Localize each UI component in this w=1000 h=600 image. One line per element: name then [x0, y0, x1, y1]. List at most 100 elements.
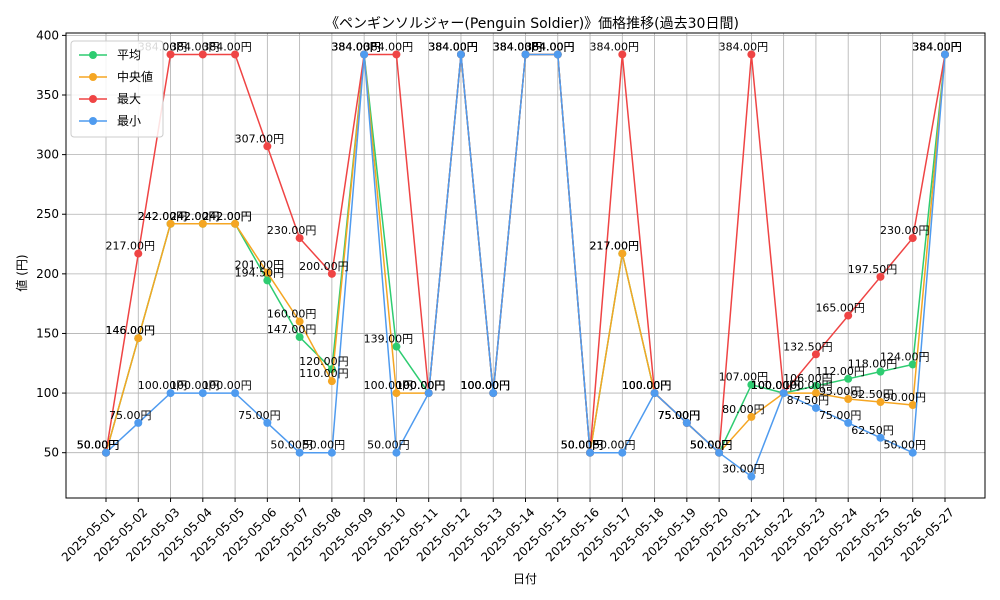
series-point-4 — [102, 448, 110, 457]
legend-swatch-marker — [89, 73, 97, 81]
series-point-4 — [456, 50, 465, 59]
y-tick-label: 150 — [36, 326, 59, 340]
series-point-4 — [263, 418, 272, 427]
data-label: 194.50円 — [235, 266, 285, 279]
data-label: 62.50円 — [851, 424, 894, 437]
data-label: 307.00円 — [235, 132, 285, 145]
data-label: 384.00円 — [525, 40, 575, 53]
series-point-1 — [876, 367, 885, 376]
series-point-1 — [263, 276, 272, 285]
series-point-4 — [941, 50, 949, 59]
legend-swatch-marker — [89, 117, 97, 125]
legend-label: 最小 — [117, 114, 141, 128]
label-layer: 50.00円146.00円242.00円242.00円242.00円194.50… — [77, 40, 962, 475]
series-point-4 — [715, 448, 724, 457]
series-point-1 — [908, 360, 917, 369]
series-point-2 — [876, 398, 885, 407]
data-label: 147.00円 — [267, 323, 317, 336]
data-label: 90.00円 — [883, 391, 926, 404]
series-point-4 — [231, 389, 240, 398]
data-label: 100.00円 — [460, 379, 510, 392]
x-axis-label: 日付 — [513, 572, 537, 586]
data-label: 100.00円 — [138, 379, 188, 392]
data-label: 100.00円 — [751, 379, 801, 392]
data-label: 160.00円 — [267, 308, 317, 321]
data-label: 80.00円 — [722, 403, 765, 416]
series-point-2 — [231, 219, 240, 228]
data-label: 50.00円 — [690, 439, 733, 452]
series-point-4 — [392, 448, 401, 457]
data-label: 217.00円 — [590, 240, 640, 253]
legend-swatch-marker — [89, 95, 97, 103]
data-label: 100.00円 — [460, 379, 510, 392]
data-label: 384.00円 — [493, 40, 543, 53]
series-point-4 — [327, 448, 336, 457]
series-point-2 — [747, 412, 756, 421]
series-point-2 — [618, 249, 627, 258]
data-label: 242.00円 — [170, 210, 220, 223]
data-label: 384.00円 — [331, 40, 381, 53]
data-label: 100.00円 — [751, 379, 801, 392]
data-label: 146.00円 — [106, 324, 156, 337]
series-point-1 — [392, 342, 401, 351]
data-label: 217.00円 — [590, 240, 640, 253]
data-label: 384.00円 — [428, 40, 478, 53]
data-label: 100.00円 — [396, 379, 446, 392]
data-label: 100.00円 — [396, 379, 446, 392]
data-label: 100.00円 — [783, 379, 833, 392]
data-label: 100.00円 — [622, 379, 672, 392]
y-tick-label: 50 — [44, 446, 59, 460]
legend-label: 中央値 — [117, 69, 153, 84]
data-label: 242.00円 — [170, 210, 220, 223]
data-label: 75.00円 — [109, 409, 152, 422]
series-point-4 — [360, 50, 369, 59]
series-point-3 — [908, 234, 917, 243]
data-label: 384.00円 — [428, 40, 478, 53]
data-label: 384.00円 — [525, 40, 575, 53]
series-point-4 — [811, 403, 820, 412]
series-point-1 — [295, 333, 304, 342]
series-point-3 — [811, 350, 820, 359]
data-label: 75.00円 — [658, 409, 701, 422]
data-label: 242.00円 — [202, 210, 252, 223]
data-label: 50.00円 — [561, 439, 604, 452]
series-point-4 — [489, 389, 498, 398]
series-point-4 — [198, 389, 207, 398]
data-label: 384.00円 — [331, 40, 381, 53]
data-label: 50.00円 — [77, 439, 120, 452]
data-label: 100.00円 — [622, 379, 672, 392]
series-point-2 — [811, 389, 820, 398]
y-tick-label: 400 — [36, 28, 59, 42]
data-label: 165.00円 — [815, 302, 865, 315]
series-point-4 — [424, 389, 433, 398]
data-label: 95.00円 — [819, 385, 862, 398]
series-point-4 — [779, 389, 788, 398]
data-label: 384.00円 — [493, 40, 543, 53]
data-label: 230.00円 — [880, 224, 930, 237]
data-label: 50.00円 — [690, 439, 733, 452]
data-label: 112.00円 — [815, 365, 865, 378]
data-label: 384.00円 — [912, 40, 962, 53]
data-label: 107.00円 — [719, 371, 769, 384]
data-label: 217.00円 — [106, 240, 156, 253]
data-label: 384.00円 — [428, 40, 478, 53]
series-point-3 — [166, 50, 175, 59]
series-point-2 — [295, 317, 304, 326]
legend-frame — [70, 40, 164, 138]
grid-layer — [66, 33, 985, 498]
series-point-2 — [908, 401, 917, 409]
series-point-3 — [844, 311, 853, 320]
series-layer — [102, 50, 949, 481]
legend-swatch-marker — [89, 51, 97, 59]
data-label: 50.00円 — [561, 439, 604, 452]
series-point-1 — [811, 381, 820, 390]
data-label: 384.00円 — [912, 40, 962, 53]
axis-layer: 501001502002503003504002025-05-012025-05… — [36, 28, 986, 564]
series-point-3 — [327, 269, 336, 278]
series-point-4 — [586, 448, 595, 457]
data-label: 50.00円 — [593, 439, 636, 452]
data-label: 100.00円 — [396, 379, 446, 392]
data-label: 200.00円 — [299, 260, 349, 273]
